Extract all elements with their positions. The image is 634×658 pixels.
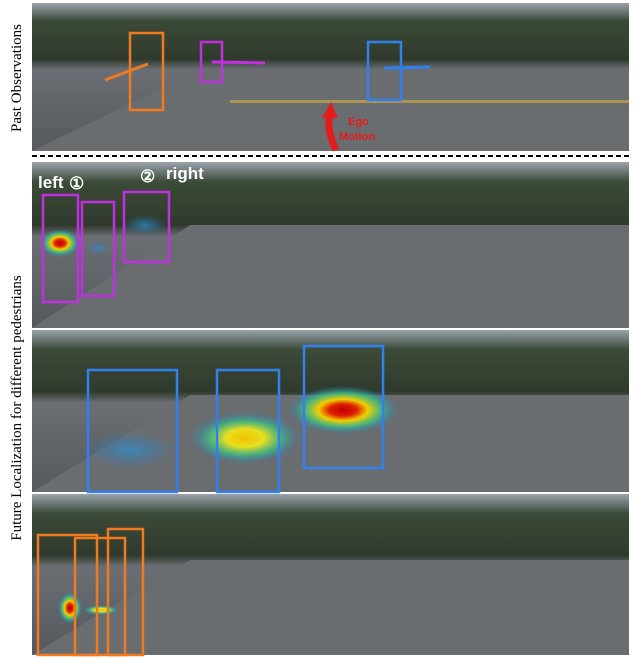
ego-label: Motion	[339, 131, 375, 143]
circle-1: ①	[69, 174, 84, 193]
future-label: Future Localization for different pedest…	[9, 275, 25, 541]
past-image: Ego Motion	[32, 3, 629, 152]
circle-2: ②	[140, 167, 155, 186]
right-label: right	[166, 164, 204, 183]
future-image-2	[32, 330, 629, 494]
left-label: left	[38, 173, 64, 192]
ego-label: Ego	[348, 116, 369, 128]
future-image-1: left ① ② right	[32, 162, 629, 328]
future-image-3	[32, 494, 629, 657]
past-label: Past Observations	[9, 24, 25, 132]
